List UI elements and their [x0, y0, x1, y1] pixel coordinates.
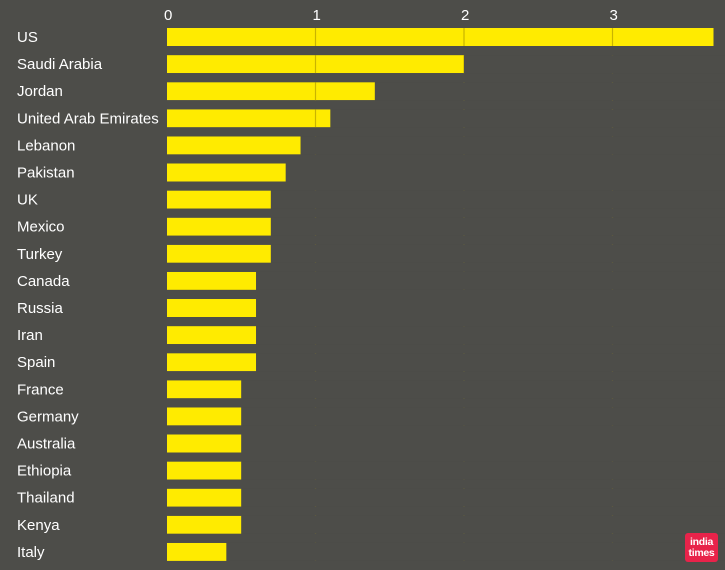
- bar-remainder: [241, 461, 725, 480]
- logo-text-line2: times: [688, 546, 715, 559]
- bar-ethiopia: [167, 461, 242, 480]
- bar-remainder: [241, 407, 725, 426]
- x-tick-label: 3: [610, 7, 618, 24]
- bar-jordan: [167, 82, 375, 101]
- bar-remainder: [256, 271, 725, 290]
- row-gap: [167, 154, 725, 164]
- category-label: Pakistan: [17, 165, 75, 182]
- row-gap: [167, 181, 725, 191]
- x-tick-label: 0: [164, 7, 172, 24]
- bar-remainder: [270, 190, 725, 209]
- bar-mexico: [167, 217, 271, 236]
- row-gap: [167, 46, 725, 56]
- bar-remainder: [300, 136, 725, 155]
- row-gap: [167, 425, 725, 435]
- bar-france: [167, 380, 242, 399]
- row-gap: [167, 506, 725, 516]
- category-label: Kenya: [17, 517, 60, 534]
- row-gap: [167, 533, 725, 543]
- category-label: Iran: [17, 327, 43, 344]
- bar-australia: [167, 434, 242, 453]
- category-label: Lebanon: [17, 137, 75, 154]
- bar-remainder: [241, 380, 725, 399]
- bar-remainder: [256, 353, 725, 372]
- row-gap: [167, 452, 725, 462]
- category-label: United Arab Emirates: [17, 110, 159, 127]
- category-label: Germany: [17, 408, 79, 425]
- bar-remainder: [285, 163, 725, 182]
- bar-canada: [167, 271, 257, 290]
- bar-remainder: [270, 217, 725, 236]
- row-gap: [167, 262, 725, 272]
- category-label: Italy: [17, 544, 45, 561]
- category-label: Turkey: [17, 246, 63, 263]
- row-gap: [167, 235, 725, 245]
- category-label: Jordan: [17, 83, 63, 100]
- category-label: Mexico: [17, 219, 65, 236]
- category-label: Ethiopia: [17, 463, 72, 480]
- bar-kenya: [167, 515, 242, 534]
- bar-remainder: [464, 55, 725, 74]
- bar-united-arab-emirates: [167, 109, 331, 128]
- bar-uk: [167, 190, 271, 209]
- bar-remainder: [241, 515, 725, 534]
- row-gap: [167, 479, 725, 489]
- bar-us: [167, 28, 714, 46]
- bar-remainder: [256, 326, 725, 345]
- bar-remainder: [713, 28, 725, 46]
- row-gap: [167, 371, 725, 381]
- bar-pakistan: [167, 163, 286, 182]
- bar-remainder: [226, 542, 725, 561]
- bar-remainder: [374, 82, 725, 101]
- bar-remainder: [256, 299, 725, 317]
- bar-germany: [167, 407, 242, 426]
- logo-text-line1: india: [689, 535, 713, 548]
- bar-remainder: [270, 244, 725, 263]
- bar-russia: [167, 299, 257, 317]
- bar-spain: [167, 353, 257, 372]
- bar-remainder: [330, 109, 725, 128]
- category-label: Canada: [17, 273, 70, 290]
- x-tick-label: 2: [461, 7, 469, 24]
- bar-thailand: [167, 488, 242, 507]
- row-gap: [167, 398, 725, 408]
- bar-remainder: [241, 488, 725, 507]
- row-gap: [167, 73, 725, 83]
- category-label: Thailand: [17, 490, 75, 507]
- row-gap: [167, 344, 725, 354]
- row-gap: [167, 100, 725, 110]
- row-gap: [167, 208, 725, 218]
- category-label: France: [17, 381, 64, 398]
- category-label: Australia: [17, 436, 76, 453]
- category-label: US: [17, 29, 38, 46]
- row-gap: [167, 317, 725, 327]
- bar-italy: [167, 542, 227, 561]
- x-tick-label: 1: [313, 7, 321, 24]
- bar-remainder: [241, 434, 725, 453]
- category-label: Spain: [17, 354, 55, 371]
- bar-iran: [167, 326, 257, 345]
- bar-lebanon: [167, 136, 301, 155]
- row-gap: [167, 127, 725, 137]
- category-label: Saudi Arabia: [17, 56, 103, 73]
- row-gap: [167, 289, 725, 299]
- category-label: UK: [17, 192, 38, 209]
- bar-turkey: [167, 244, 271, 263]
- category-label: Russia: [17, 300, 64, 317]
- indiatimes-logo: india times: [685, 533, 718, 562]
